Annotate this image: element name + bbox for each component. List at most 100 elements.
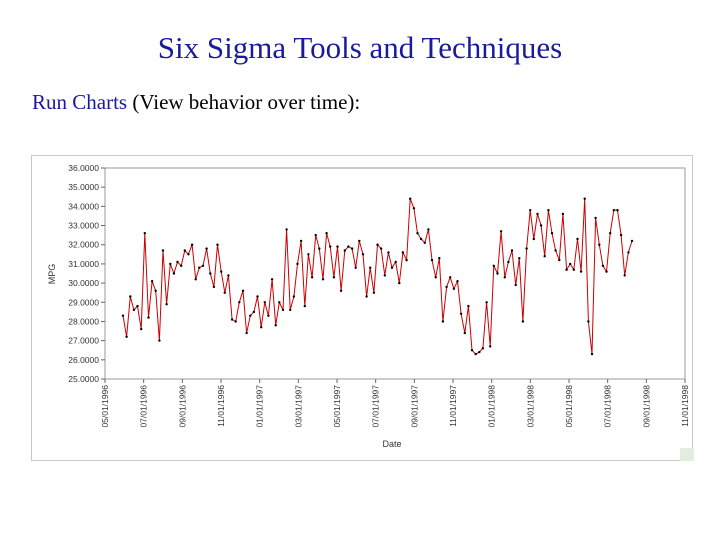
- data-point: [427, 228, 430, 231]
- data-point: [325, 232, 328, 235]
- y-tick-label: 35.0000: [68, 182, 99, 192]
- data-point: [405, 258, 408, 262]
- data-point: [187, 253, 190, 256]
- data-point: [263, 301, 266, 304]
- data-point: [307, 253, 310, 256]
- data-point: [183, 249, 186, 252]
- x-tick-label: 05/01/1996: [100, 385, 110, 428]
- data-point: [532, 237, 535, 241]
- data-point: [234, 320, 237, 323]
- data-point: [521, 320, 525, 323]
- data-point: [616, 209, 619, 212]
- data-point: [281, 308, 285, 312]
- data-point: [539, 224, 543, 227]
- data-point: [627, 251, 630, 254]
- data-point: [227, 274, 230, 277]
- data-point: [318, 247, 321, 250]
- data-point: [467, 304, 470, 308]
- data-point: [223, 291, 226, 294]
- y-tick-label: 33.0000: [68, 221, 99, 231]
- data-point: [612, 209, 615, 212]
- data-point: [238, 301, 241, 304]
- data-point: [256, 295, 259, 298]
- corner-indicator: [680, 448, 694, 461]
- data-point: [292, 295, 296, 298]
- y-tick-label: 31.0000: [68, 259, 99, 269]
- data-point: [339, 289, 343, 292]
- data-point: [470, 349, 474, 352]
- y-tick-label: 36.0000: [68, 163, 99, 173]
- data-point: [623, 274, 626, 277]
- x-tick-label: 07/01/1997: [371, 385, 381, 428]
- data-point: [609, 232, 612, 235]
- data-point: [358, 239, 361, 243]
- y-tick-label: 32.0000: [68, 240, 99, 250]
- data-point: [220, 270, 223, 273]
- data-point: [601, 264, 605, 267]
- y-axis: 25.0000 26.0000 27.0000 28.0000 29.0000 30.00…: [68, 163, 105, 384]
- data-point: [140, 327, 143, 331]
- x-tick-label: 05/01/1998: [564, 385, 574, 428]
- data-point: [478, 350, 481, 354]
- data-point: [605, 270, 608, 273]
- y-tick-label: 27.0000: [68, 336, 99, 346]
- data-point: [212, 285, 216, 289]
- data-point: [434, 276, 437, 279]
- data-point: [387, 251, 390, 254]
- data-point: [430, 258, 434, 262]
- data-point: [125, 335, 128, 338]
- data-point: [416, 232, 419, 235]
- data-point: [158, 339, 161, 342]
- data-point: [289, 308, 292, 312]
- data-point: [147, 316, 150, 319]
- data-point: [136, 304, 139, 308]
- run-chart-svg: 25.0000 26.0000 27.0000 28.0000 29.0000 30.00…: [47, 163, 690, 449]
- data-point: [241, 289, 245, 292]
- data-point: [529, 209, 532, 212]
- data-point: [576, 237, 579, 241]
- run-chart: 25.0000 26.0000 27.0000 28.0000 29.0000 30.00…: [31, 155, 693, 461]
- x-tick-label: 07/01/1998: [603, 385, 613, 428]
- data-point: [303, 304, 306, 308]
- x-tick-label: 09/01/1996: [177, 385, 187, 428]
- subtitle-highlight: Run Charts: [32, 90, 128, 114]
- data-point: [198, 266, 201, 269]
- data-point: [561, 212, 565, 216]
- data-point: [536, 212, 539, 216]
- data-point: [245, 331, 248, 335]
- subtitle-rest: (View behavior over time):: [127, 90, 361, 114]
- y-tick-label: 30.0000: [68, 278, 99, 288]
- data-point: [314, 233, 317, 237]
- series-group: [121, 197, 634, 356]
- data-point: [558, 258, 561, 262]
- data-point: [285, 228, 288, 231]
- data-point: [369, 266, 372, 269]
- data-point: [423, 241, 426, 244]
- data-point: [449, 276, 452, 279]
- data-point: [372, 291, 376, 294]
- data-point: [496, 272, 499, 275]
- data-point: [514, 283, 517, 287]
- data-point: [172, 272, 176, 275]
- data-point: [412, 207, 416, 210]
- data-point: [270, 278, 274, 281]
- data-point: [419, 237, 423, 241]
- x-tick-label: 01/01/1998: [487, 385, 497, 428]
- data-point: [565, 268, 568, 271]
- data-point: [209, 272, 212, 275]
- data-point: [154, 289, 157, 292]
- data-point: [194, 278, 197, 281]
- x-tick-label: 05/01/1997: [332, 385, 342, 428]
- data-point: [321, 278, 325, 281]
- data-point: [598, 243, 601, 246]
- data-point: [296, 262, 299, 266]
- data-point: [456, 280, 459, 283]
- data-point: [445, 285, 448, 289]
- data-point: [379, 247, 383, 250]
- data-point: [343, 249, 346, 252]
- x-tick-label: 11/01/1996: [216, 385, 226, 427]
- data-point: [594, 216, 597, 220]
- data-point: [350, 247, 354, 250]
- data-point: [336, 245, 339, 248]
- data-point: [459, 312, 463, 315]
